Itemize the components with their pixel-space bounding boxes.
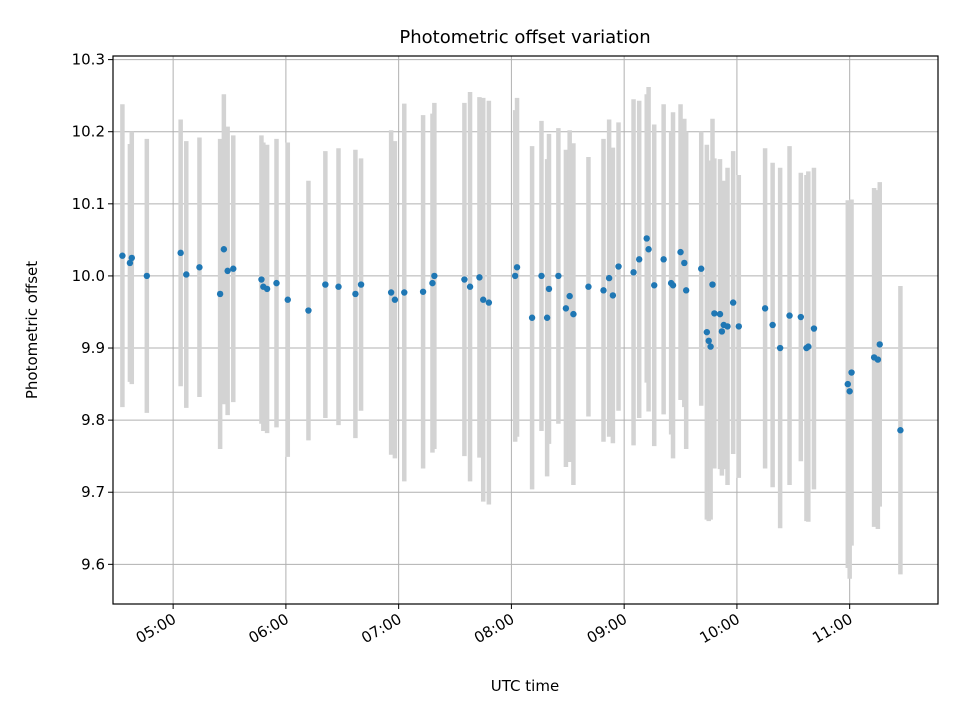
data-point bbox=[709, 281, 716, 288]
data-point bbox=[177, 249, 184, 257]
data-point bbox=[485, 299, 493, 306]
data-point bbox=[643, 235, 650, 242]
data-point bbox=[786, 312, 793, 319]
data-point bbox=[357, 281, 365, 288]
y-tick-label: 9.8 bbox=[81, 411, 105, 429]
data-point bbox=[681, 259, 688, 267]
data-point bbox=[724, 323, 731, 330]
data-point bbox=[352, 290, 359, 298]
data-point bbox=[645, 246, 652, 253]
data-point bbox=[538, 272, 545, 280]
data-point bbox=[844, 380, 851, 388]
data-point bbox=[220, 246, 228, 253]
data-point bbox=[466, 283, 474, 290]
data-point bbox=[143, 272, 151, 280]
data-point bbox=[897, 427, 904, 434]
data-point bbox=[609, 292, 617, 299]
data-point bbox=[230, 265, 237, 272]
data-point bbox=[562, 305, 570, 312]
data-point bbox=[805, 343, 812, 350]
data-point bbox=[126, 259, 134, 267]
y-tick-label: 10.3 bbox=[72, 51, 105, 69]
data-point bbox=[419, 288, 427, 295]
data-point bbox=[284, 296, 291, 303]
y-tick-label: 9.6 bbox=[81, 555, 105, 573]
data-point bbox=[401, 289, 408, 296]
data-point bbox=[119, 252, 126, 259]
data-point bbox=[698, 265, 705, 272]
data-point bbox=[761, 305, 769, 312]
data-point bbox=[305, 307, 312, 314]
data-point bbox=[651, 282, 658, 289]
data-point bbox=[263, 285, 271, 293]
data-point bbox=[224, 267, 231, 275]
data-point bbox=[660, 256, 667, 263]
data-point bbox=[513, 264, 521, 271]
y-axis: 9.6 9.7 9.8 9.9 10.0 10.1 10.2 10.3 bbox=[72, 51, 113, 573]
y-axis-title: Photometric offset bbox=[23, 261, 41, 399]
data-point bbox=[322, 281, 329, 288]
data-point bbox=[566, 292, 573, 300]
y-tick-label: 10.0 bbox=[72, 267, 105, 285]
data-point bbox=[874, 356, 882, 363]
data-point bbox=[196, 264, 203, 271]
data-point bbox=[630, 269, 637, 276]
data-point bbox=[555, 272, 562, 280]
y-tick-label: 10.1 bbox=[72, 195, 105, 213]
data-point bbox=[677, 248, 684, 256]
data-point bbox=[810, 325, 818, 332]
chart-title: Photometric offset variation bbox=[399, 27, 650, 48]
data-point bbox=[273, 279, 280, 287]
data-point bbox=[769, 321, 776, 329]
data-point bbox=[682, 287, 690, 294]
data-point bbox=[876, 341, 883, 348]
data-point bbox=[600, 287, 607, 294]
data-point bbox=[615, 263, 622, 270]
data-point bbox=[528, 314, 536, 321]
data-point bbox=[216, 290, 224, 298]
plot-frame bbox=[112, 55, 939, 605]
data-point bbox=[476, 274, 483, 281]
data-point bbox=[735, 323, 742, 330]
data-point bbox=[705, 337, 712, 345]
data-point bbox=[545, 285, 553, 293]
data-point bbox=[335, 283, 342, 290]
data-point bbox=[543, 314, 551, 321]
data-point bbox=[258, 276, 265, 283]
data-point bbox=[711, 310, 718, 317]
data-point bbox=[669, 282, 677, 289]
data-point bbox=[848, 369, 855, 376]
data-point bbox=[391, 296, 399, 303]
y-tick-label: 9.7 bbox=[81, 483, 105, 501]
data-point bbox=[797, 313, 805, 321]
data-point bbox=[511, 272, 519, 280]
data-point bbox=[431, 272, 438, 280]
data-point bbox=[707, 343, 714, 350]
data-point bbox=[461, 276, 468, 283]
data-point bbox=[718, 328, 726, 335]
data-point bbox=[128, 254, 135, 262]
data-point bbox=[605, 274, 613, 282]
data-point bbox=[729, 299, 737, 306]
data-point bbox=[585, 283, 592, 290]
data-point bbox=[429, 279, 436, 287]
data-point bbox=[846, 388, 853, 395]
data-point bbox=[776, 344, 784, 352]
x-axis-title: UTC time bbox=[491, 677, 559, 695]
data-point bbox=[480, 296, 487, 303]
data-point bbox=[716, 310, 724, 318]
data-point bbox=[635, 256, 643, 263]
data-point bbox=[183, 271, 190, 278]
y-tick-label: 9.9 bbox=[81, 339, 105, 357]
y-tick-label: 10.2 bbox=[72, 123, 105, 141]
data-points bbox=[119, 235, 904, 434]
data-point bbox=[387, 289, 395, 296]
data-point bbox=[570, 310, 577, 318]
data-point bbox=[703, 328, 711, 336]
